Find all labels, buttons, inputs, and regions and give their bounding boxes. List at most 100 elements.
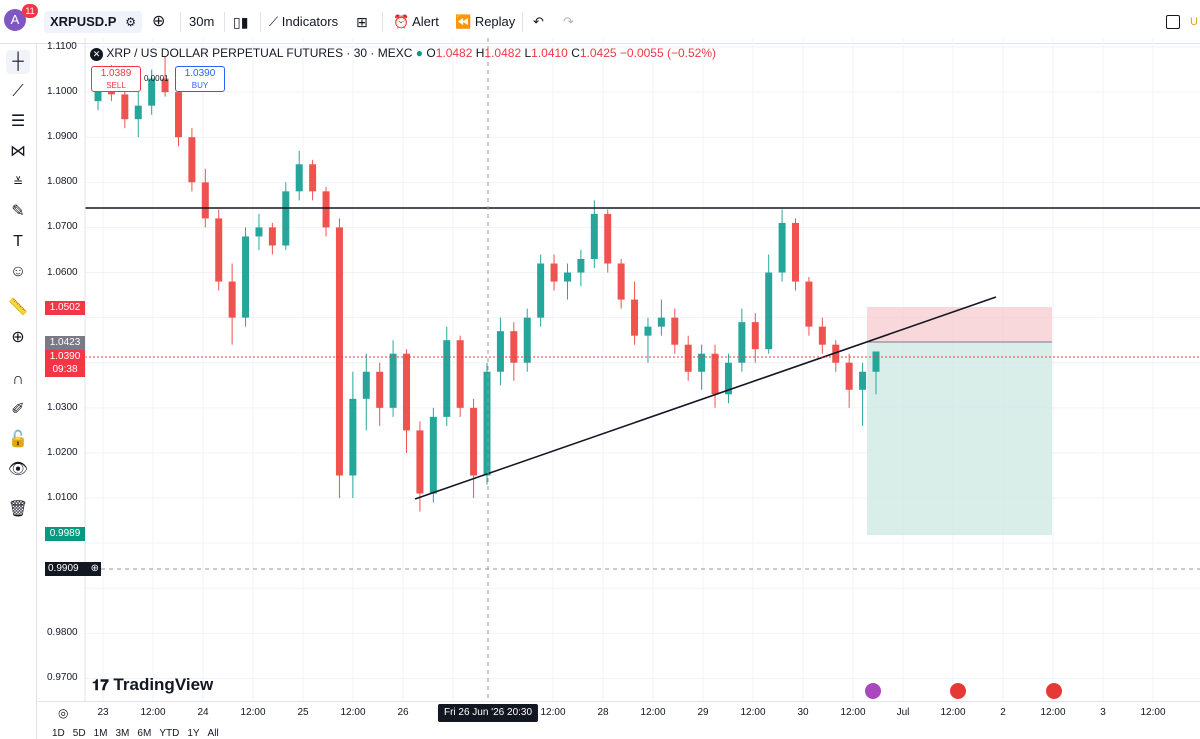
range-button[interactable]: 3M (115, 728, 130, 739)
legend-low: 1.0410 (531, 46, 568, 60)
earnings-event-icon (865, 683, 881, 699)
candle (322, 186, 330, 237)
candle-body (510, 331, 518, 363)
user-avatar[interactable]: A (4, 9, 26, 31)
candle-body (805, 281, 813, 327)
candle-body (563, 272, 571, 282)
magnet-icon[interactable]: ∩ (12, 371, 24, 388)
candle-body (483, 371, 491, 476)
range-button[interactable]: All (207, 728, 219, 739)
interval-button[interactable]: 30m (189, 14, 215, 29)
trendline-icon[interactable]: ⟋ (12, 83, 24, 100)
redo-icon[interactable]: ↷ (563, 14, 574, 29)
candle-body (577, 259, 585, 273)
lock-icon[interactable]: 🔓 (8, 431, 28, 448)
stop-price-marker: 1.0502 (45, 301, 85, 315)
range-button[interactable]: 1D (52, 728, 65, 739)
emoji-icon[interactable]: ☺ (9, 263, 27, 280)
sell-button[interactable]: 1.0389 SELL (91, 66, 141, 92)
tradingview-logo[interactable]: 𝟏𝟕 TradingView (92, 675, 213, 695)
candle (657, 299, 665, 336)
legend-o-label: O (426, 46, 436, 60)
toolbar-separator (180, 12, 181, 32)
timezone-settings-icon[interactable]: ◎ (58, 706, 69, 720)
eye-icon[interactable]: 👁 (7, 461, 29, 478)
time-tick-label: 29 (697, 707, 709, 718)
range-button[interactable]: YTD (159, 728, 180, 739)
time-tick-label: 12:00 (140, 707, 166, 718)
target-price-marker: 0.9989 (45, 527, 85, 541)
candle-body (121, 94, 129, 120)
candle (349, 371, 357, 499)
candle-body (443, 340, 451, 417)
candle (872, 351, 880, 395)
candle (818, 317, 826, 354)
alarm-clock-icon: ⏰ (393, 14, 410, 29)
candles-icon[interactable]: ▯▮ (233, 14, 249, 30)
chart-legend: ✕ XRP / US DOLLAR PERPETUAL FUTURES · 30… (90, 46, 716, 61)
candle-body (724, 362, 732, 395)
time-axis[interactable]: ◎ 23 12:00 24 12:00 25 12:00 26 12:00 28 12:00 29 1… (38, 701, 1200, 725)
alert-button[interactable]: ⏰ Alert (393, 11, 439, 33)
brush-icon[interactable]: ✎ (11, 203, 25, 220)
candle (443, 326, 451, 426)
candle (792, 218, 800, 291)
lock-drawing-icon[interactable]: ✐ (11, 401, 25, 418)
undo-icon[interactable]: ↶ (533, 14, 544, 29)
time-tick-label: 3 (1100, 707, 1106, 718)
candle (751, 313, 759, 363)
range-button[interactable]: 6M (137, 728, 152, 739)
candle (617, 259, 625, 309)
crosshair-price-marker[interactable]: 0.9909 ⊕ (45, 562, 101, 576)
trash-icon[interactable]: 🗑 (7, 501, 29, 518)
candle-body (832, 344, 840, 363)
candle (295, 150, 303, 201)
candle-body (496, 331, 504, 372)
time-tick-label: 24 (197, 707, 209, 718)
price-chart[interactable] (38, 38, 1200, 701)
right-edge-label: U (1190, 16, 1198, 28)
buy-label: BUY (191, 81, 209, 90)
time-tick-label: 25 (297, 707, 309, 718)
candle (161, 56, 169, 97)
symbol-name: XRPUSD.P (50, 14, 117, 29)
drawing-toolbar: ┼ ⟋ ☰ ⋈ ≚ ✎ T ☺ 📏 ⊕ ∩ ✐ 🔓 👁 🗑 (0, 44, 37, 739)
plus-icon[interactable]: ⊕ (90, 563, 99, 574)
forecast-icon[interactable]: ≚ (12, 175, 24, 189)
replay-button[interactable]: ⏪ Replay (455, 11, 515, 33)
buy-button[interactable]: 1.0390 BUY (175, 66, 225, 92)
spread-value: 0.0001 (144, 74, 169, 83)
range-button[interactable]: 1M (93, 728, 108, 739)
zoom-icon[interactable]: ⊕ (11, 329, 25, 346)
candle-body (845, 362, 853, 390)
close-series-icon[interactable]: ✕ (90, 48, 103, 61)
candle-body (631, 299, 639, 336)
price-tick-label: 1.0700 (47, 221, 78, 233)
compare-add-icon[interactable]: ⊕ (152, 13, 166, 30)
candle (174, 87, 182, 147)
legend-h-label: H (475, 46, 485, 60)
fib-icon[interactable]: ☰ (10, 113, 26, 130)
fullscreen-icon[interactable] (1166, 15, 1180, 29)
price-tick-label: 1.0600 (47, 266, 78, 278)
candle (456, 335, 464, 417)
candle-body (671, 317, 679, 345)
ruler-icon[interactable]: 📏 (8, 299, 28, 316)
candle-body (778, 222, 786, 273)
indicators-button[interactable]: ⟋ Indicators (269, 11, 338, 33)
crosshair-icon[interactable]: ┼ (6, 50, 30, 74)
pattern-icon[interactable]: ⋈ (10, 143, 26, 160)
candle-body (859, 371, 867, 390)
settings-icon[interactable]: ⚙ (125, 15, 136, 29)
layout-grid-icon[interactable]: ⊞ (356, 14, 368, 30)
candle-body (590, 213, 598, 259)
range-button[interactable]: 1Y (187, 728, 200, 739)
legend-close: 1.0425 (579, 46, 617, 60)
symbol-search-button[interactable]: XRPUSD.P ⚙ (44, 11, 142, 33)
time-tick-label: 12:00 (640, 707, 666, 718)
range-button[interactable]: 5D (72, 728, 86, 739)
candle (335, 218, 343, 499)
candle (362, 353, 370, 431)
text-icon[interactable]: T (13, 233, 23, 250)
candle (188, 128, 196, 192)
